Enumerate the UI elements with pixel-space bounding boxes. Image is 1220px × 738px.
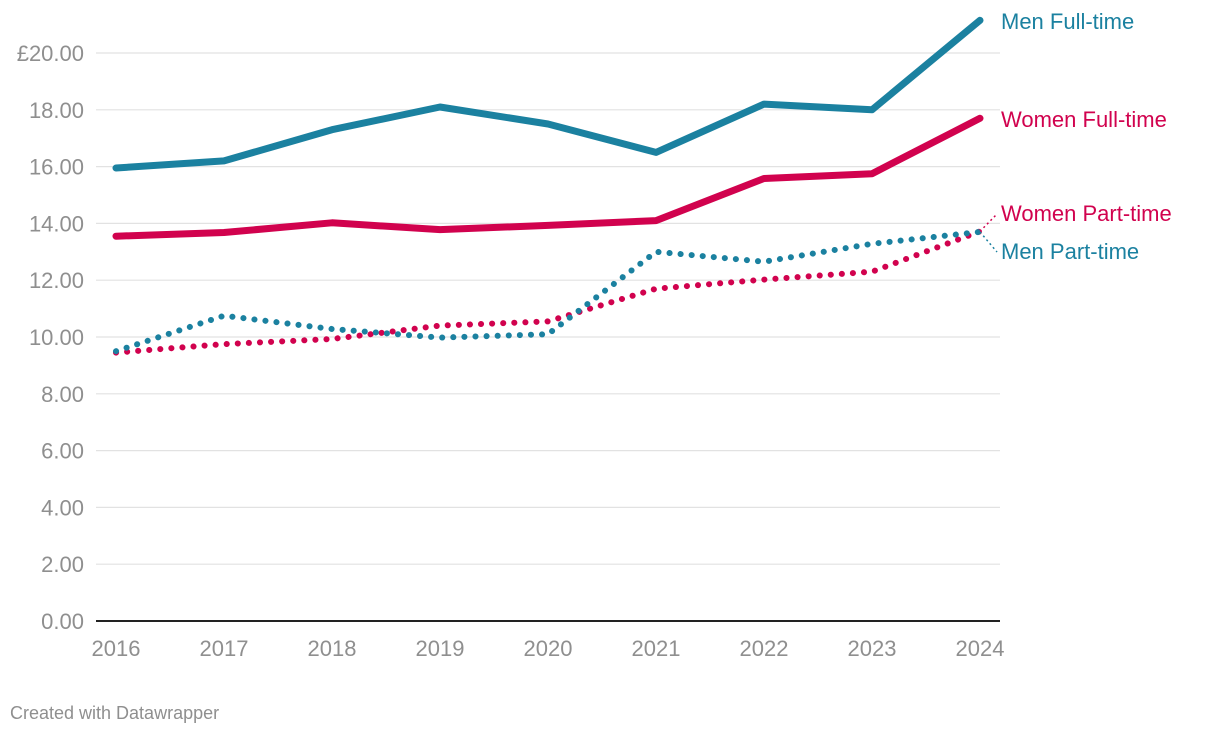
y-tick-label: 10.00 <box>29 325 84 350</box>
x-axis: 2016 2017 2018 2019 2020 2021 2022 2023 2024 <box>92 620 1005 661</box>
y-tick-label: 8.00 <box>41 382 84 407</box>
series-line-women-full-time <box>112 114 984 240</box>
x-tick-label: 2023 <box>848 636 897 661</box>
y-axis: 0.00 2.00 4.00 6.00 8.00 10.00 12.00 14.00 16.00… <box>17 41 84 634</box>
label-connector <box>979 231 998 253</box>
y-tick-label: 18.00 <box>29 98 84 123</box>
credit-text: Created with Datawrapper <box>10 703 220 723</box>
series-line-women-part-time <box>113 228 983 356</box>
x-tick-label: 2016 <box>92 636 141 661</box>
series-label-men-part-time: Men Part-time <box>1001 239 1139 264</box>
y-tick-label: 14.00 <box>29 211 84 236</box>
series-line-men-full-time <box>112 16 984 172</box>
series-label-men-full-time: Men Full-time <box>1001 9 1134 34</box>
x-tick-label: 2018 <box>308 636 357 661</box>
series-line-men-part-time <box>113 228 983 355</box>
series-labels: Men Full-time Women Full-time Women Part-t… <box>979 9 1172 264</box>
label-connector <box>979 213 998 232</box>
y-tick-label: 4.00 <box>41 495 84 520</box>
gridlines <box>96 52 1000 565</box>
x-tick-label: 2022 <box>740 636 789 661</box>
x-tick-label: 2020 <box>524 636 573 661</box>
x-tick-label: 2021 <box>632 636 681 661</box>
y-tick-label: 12.00 <box>29 268 84 293</box>
x-tick-label: 2024 <box>956 636 1005 661</box>
y-tick-label: £20.00 <box>17 41 84 66</box>
x-tick-label: 2019 <box>416 636 465 661</box>
x-tick-label: 2017 <box>200 636 249 661</box>
y-tick-label: 6.00 <box>41 439 84 464</box>
series-label-women-part-time: Women Part-time <box>1001 201 1172 226</box>
y-tick-label: 0.00 <box>41 609 84 634</box>
y-tick-label: 2.00 <box>41 552 84 577</box>
series-label-women-full-time: Women Full-time <box>1001 107 1167 132</box>
y-tick-label: 16.00 <box>29 155 84 180</box>
series-lines <box>112 16 984 356</box>
